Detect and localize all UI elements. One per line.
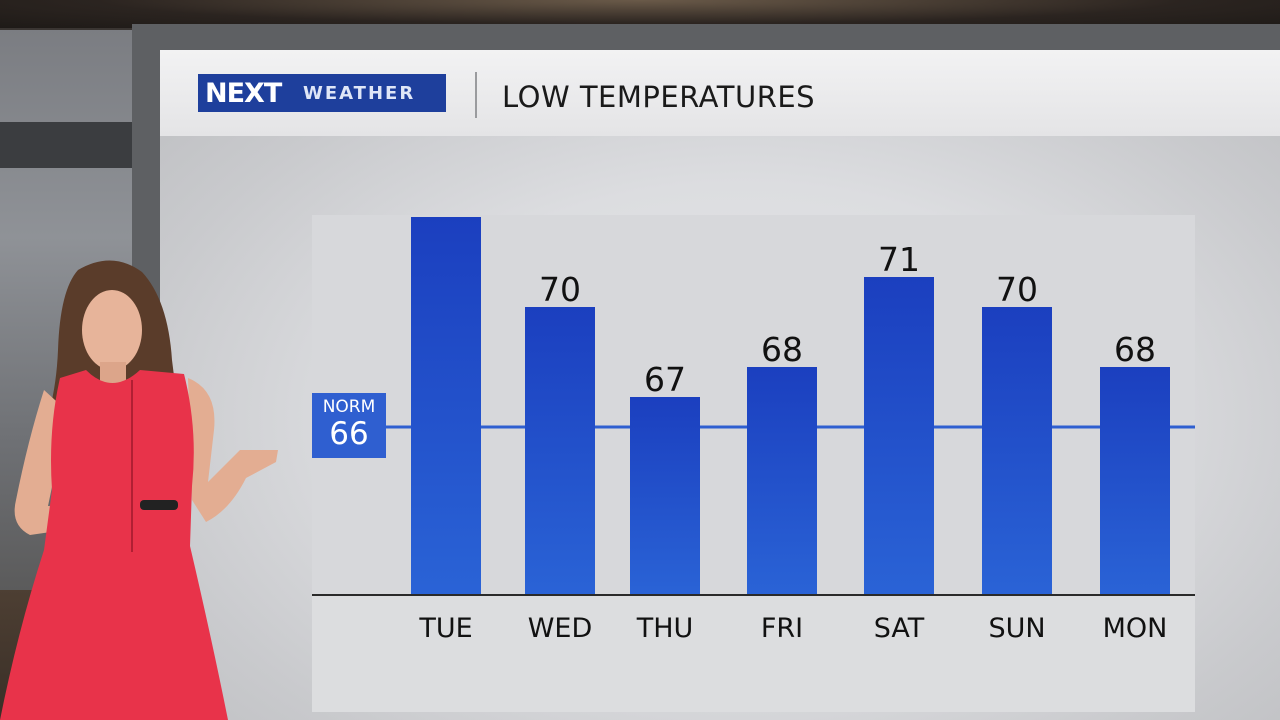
- chart-panel: 73 TUE 70 WED 67 THU 68 FRI 71 SAT 70 SUN 68 MON: [312, 215, 1195, 712]
- bar-mon: [1100, 367, 1170, 595]
- category-label-sat: SAT: [874, 613, 925, 644]
- header-divider: [475, 72, 477, 118]
- logo-next-text: NEXT: [205, 77, 282, 109]
- logo-weather-text: WEATHER: [303, 82, 416, 104]
- category-label-mon: MON: [1103, 613, 1168, 644]
- presenter-left-arm: [14, 390, 120, 535]
- bar-fri: [747, 367, 817, 595]
- value-label-sat: 71: [878, 240, 920, 279]
- graphic-title: LOW TEMPERATURES: [502, 80, 816, 114]
- category-label-sun: SUN: [988, 613, 1045, 644]
- normal-label: NORM: [322, 397, 376, 417]
- normal-temp-box: NORM 66: [312, 393, 386, 458]
- wall-band: [0, 122, 132, 168]
- bar-sat: [864, 277, 934, 595]
- presenter-clicker: [140, 500, 178, 510]
- presenter-right-arm: [188, 378, 278, 522]
- presenter-dress: [0, 370, 228, 720]
- value-label-tue: 73: [425, 215, 467, 219]
- value-label-wed: 70: [539, 270, 581, 309]
- value-label-thu: 67: [644, 360, 686, 399]
- category-label-wed: WED: [528, 613, 593, 644]
- next-weather-logo: NEXT WEATHER: [198, 74, 446, 112]
- value-label-fri: 68: [761, 330, 803, 369]
- presenter: [0, 260, 278, 720]
- bar-thu: [630, 397, 700, 595]
- normal-value: 66: [329, 416, 369, 452]
- bar-wed: [525, 307, 595, 595]
- value-label-mon: 68: [1114, 330, 1156, 369]
- category-label-thu: THU: [636, 613, 694, 644]
- value-label-sun: 70: [996, 270, 1038, 309]
- bar-tue: [411, 217, 481, 595]
- chart-label-band: [312, 596, 1195, 712]
- category-label-fri: FRI: [761, 613, 803, 644]
- studio-ceiling: [0, 0, 1280, 28]
- bar-sun: [982, 307, 1052, 595]
- presenter-face: [82, 290, 142, 370]
- category-label-tue: TUE: [418, 613, 472, 644]
- bar-chart: 73 TUE 70 WED 67 THU 68 FRI 71 SAT 70 SUN 68 MON: [312, 215, 1195, 644]
